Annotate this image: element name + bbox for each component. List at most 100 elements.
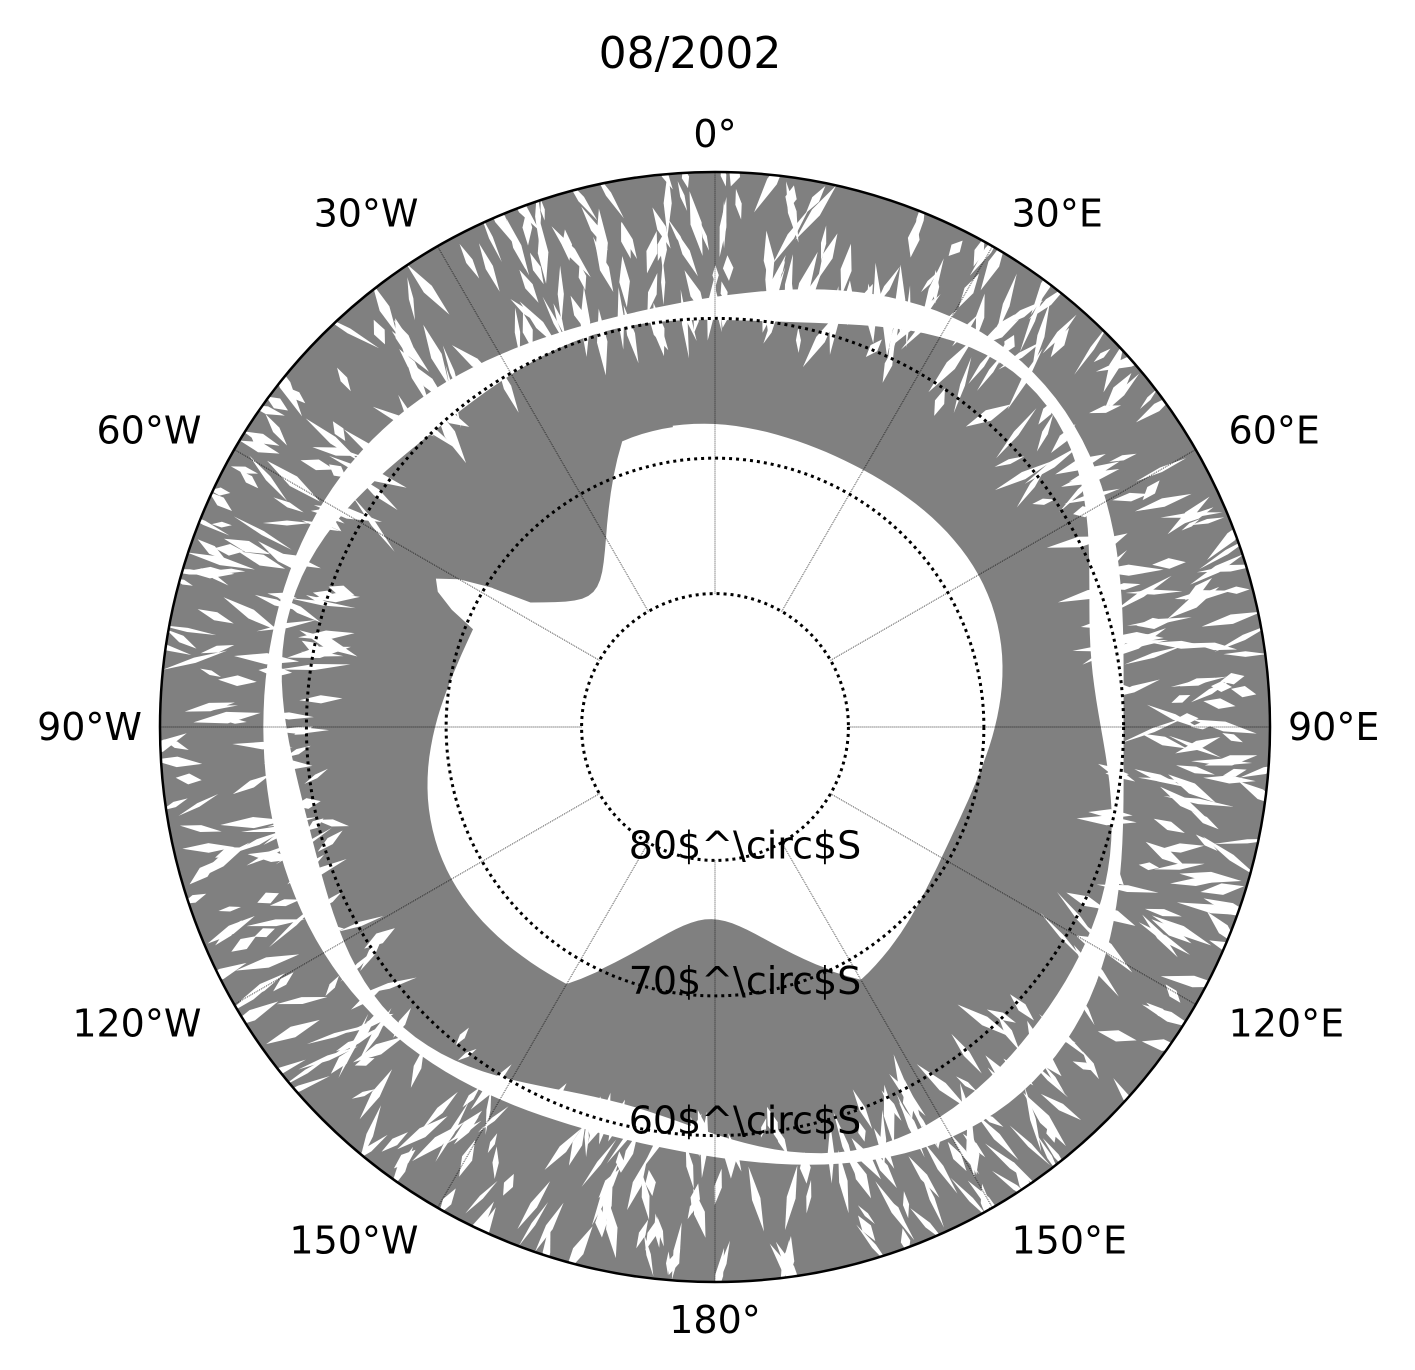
latitude-labels: 80$^\circ$S 70$^\circ$S 60$^\circ$S xyxy=(629,823,862,1142)
data-gap-mark xyxy=(1144,908,1182,917)
data-gap-mark xyxy=(393,1149,416,1169)
data-gap-mark xyxy=(620,1131,639,1174)
data-gap-mark xyxy=(838,1149,849,1214)
data-gap-mark xyxy=(947,1141,967,1172)
data-gap-mark xyxy=(951,1033,982,1074)
data-gap-mark xyxy=(325,975,339,996)
data-gap-mark xyxy=(857,1205,875,1225)
data-gap-mark xyxy=(459,243,480,279)
latitude-label: 80$^\circ$S xyxy=(629,823,862,867)
data-gap-mark xyxy=(360,977,417,995)
data-gap-mark xyxy=(160,756,203,768)
data-gap-mark xyxy=(1195,834,1218,852)
ross-sea-data xyxy=(601,919,829,996)
data-gap-mark xyxy=(782,1245,790,1269)
data-gap-mark xyxy=(1167,586,1220,619)
data-gap-mark xyxy=(220,817,287,829)
data-gap-mark xyxy=(351,1010,379,1050)
data-gap-mark xyxy=(352,496,395,552)
data-gap-mark xyxy=(923,1141,958,1194)
data-gap-mark xyxy=(681,172,690,189)
data-gap-mark xyxy=(641,1173,650,1220)
data-gap-mark xyxy=(373,319,385,345)
data-gap-mark xyxy=(920,272,938,293)
data-gap-mark xyxy=(161,798,188,811)
data-gap-mark xyxy=(1170,676,1227,688)
data-gap-mark xyxy=(256,620,317,632)
data-gap-mark xyxy=(1010,994,1034,1021)
data-gap-mark xyxy=(162,650,228,670)
data-gap-mark xyxy=(478,243,500,292)
data-gap-mark xyxy=(393,320,417,355)
data-gap-mark xyxy=(315,819,349,827)
map-title: 08/2002 xyxy=(599,28,782,79)
data-gap-mark xyxy=(1112,492,1149,502)
data-gap-mark xyxy=(645,1218,658,1251)
data-gap-mark xyxy=(1203,698,1236,709)
data-gap-mark xyxy=(581,1139,617,1187)
data-gap-mark xyxy=(517,1181,551,1230)
data-gap-mark xyxy=(1151,640,1212,649)
data-gap-mark xyxy=(438,1188,456,1215)
data-gap-mark xyxy=(1168,774,1216,803)
data-gap-mark xyxy=(518,1202,549,1247)
data-gap-mark xyxy=(301,640,325,654)
data-gap-mark xyxy=(1109,453,1137,462)
data-gap-mark xyxy=(1104,373,1132,409)
data-gap-mark xyxy=(300,651,344,657)
data-gap-mark xyxy=(217,568,246,573)
data-gap-mark xyxy=(647,272,658,314)
data-gap-mark xyxy=(994,456,1025,467)
data-gap-mark xyxy=(1176,765,1215,775)
meridian-line xyxy=(437,246,649,612)
data-gap-mark xyxy=(522,312,533,350)
data-gap-mark xyxy=(462,1087,480,1108)
data-gap-mark xyxy=(949,1132,980,1175)
data-gap-mark xyxy=(1124,646,1183,665)
data-gap-mark xyxy=(422,1091,458,1130)
data-gap-mark xyxy=(300,459,335,471)
data-gap-mark xyxy=(1200,883,1245,895)
data-gap-mark xyxy=(1142,1004,1197,1030)
data-gap-mark xyxy=(1151,915,1212,946)
data-gap-mark xyxy=(1112,575,1172,613)
data-gap-mark xyxy=(581,206,608,251)
data-gap-mark xyxy=(267,460,320,502)
data-gap-mark xyxy=(720,172,727,187)
data-gap-mark xyxy=(207,915,255,944)
data-gap-mark xyxy=(372,283,397,334)
data-gap-mark xyxy=(224,538,271,555)
parallel-line xyxy=(304,316,1126,1138)
data-gap-mark xyxy=(802,311,839,368)
data-gap-mark xyxy=(257,892,279,904)
longitude-label: 90°E xyxy=(1288,705,1379,749)
longitude-label: 30°W xyxy=(314,191,419,235)
meridian-line xyxy=(830,793,1196,1005)
data-gap-mark xyxy=(957,1004,1012,1038)
latitude-label: 60$^\circ$S xyxy=(629,1099,862,1143)
data-gap-mark xyxy=(529,252,544,285)
data-gap-mark xyxy=(1024,1086,1042,1152)
data-gap-mark xyxy=(235,954,300,971)
data-gap-mark xyxy=(606,1198,618,1259)
data-gap-mark xyxy=(218,906,241,912)
data-gap-mark xyxy=(671,1222,682,1280)
data-gap-mark xyxy=(399,348,424,380)
data-gap-mark xyxy=(948,240,963,256)
data-gap-mark xyxy=(406,263,450,315)
data-gap-mark xyxy=(239,470,259,489)
data-gap-mark xyxy=(273,972,294,992)
data-gap-mark xyxy=(186,552,255,570)
data-gap-mark xyxy=(332,421,346,442)
data-gap-mark xyxy=(551,226,591,278)
data-gap-mark xyxy=(986,1009,1016,1023)
data-gap-mark xyxy=(239,440,280,454)
data-gap-mark xyxy=(1093,348,1111,363)
data-gap-mark xyxy=(1139,388,1158,410)
longitude-label: 150°E xyxy=(1012,1219,1128,1263)
data-gap-mark xyxy=(485,1085,492,1135)
data-gap-mark xyxy=(754,172,790,213)
data-gap-mark xyxy=(700,222,709,251)
data-gap-mark xyxy=(262,520,312,526)
